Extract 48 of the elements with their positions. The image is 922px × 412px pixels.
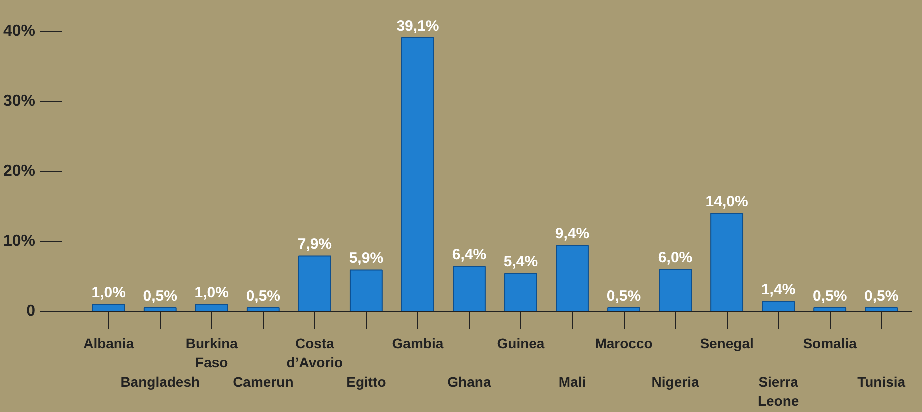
x-tick-label: Somalia <box>803 336 858 352</box>
x-tick-label: Gambia <box>392 336 444 352</box>
data-label: 0,5% <box>143 288 178 305</box>
bar <box>710 213 744 312</box>
bar <box>92 304 126 312</box>
x-tick-label: Nigeria <box>652 374 700 390</box>
bar <box>453 266 486 312</box>
x-tick-label: Bangladesh <box>120 374 200 390</box>
bar <box>504 273 538 312</box>
bar <box>298 256 332 312</box>
x-tick-label: Camerun <box>233 374 294 390</box>
y-tick-label: 10% <box>3 233 36 250</box>
y-tick-label: 20% <box>3 163 36 180</box>
x-tick-label: Costa d’Avorio <box>286 336 344 371</box>
data-label: 14,0% <box>706 194 748 210</box>
y-tick-label: 0 <box>26 303 36 320</box>
x-tick-label: Burkina Faso <box>186 336 238 371</box>
data-label: 5,4% <box>504 254 538 271</box>
x-tick-label: Sierra Leone <box>758 374 800 410</box>
y-tick-label: 30% <box>3 93 36 110</box>
x-tick-label: Marocco <box>595 336 653 352</box>
bar <box>401 37 434 312</box>
data-label: 1,0% <box>194 284 229 302</box>
data-label: 0,5% <box>246 288 281 305</box>
bar <box>350 270 383 312</box>
data-label: 39,1% <box>396 18 440 35</box>
data-label: 9,4% <box>555 226 590 243</box>
data-label: 6,4% <box>452 246 487 264</box>
data-label: 0,5% <box>812 288 848 305</box>
data-label: 6,0% <box>658 250 693 266</box>
bar <box>762 301 796 312</box>
x-tick-label: Guinea <box>497 336 545 352</box>
bar <box>659 269 692 312</box>
data-label: 1,0% <box>92 284 126 302</box>
data-label: 7,9% <box>298 236 332 254</box>
x-tick-label: Egitto <box>346 374 386 390</box>
data-label: 0,5% <box>606 288 642 305</box>
x-tick-label: Senegal <box>700 336 754 352</box>
x-tick-label: Ghana <box>448 374 492 390</box>
data-label: 0,5% <box>864 288 899 305</box>
data-label: 5,9% <box>349 250 384 268</box>
data-label: 1,4% <box>761 282 796 299</box>
bar <box>195 304 228 312</box>
x-tick-label: Tunisia <box>858 374 906 390</box>
bar <box>556 245 589 312</box>
x-tick-label: Mali <box>558 374 586 390</box>
y-tick-label: 40% <box>3 23 36 40</box>
x-tick-label: Albania <box>84 336 134 352</box>
